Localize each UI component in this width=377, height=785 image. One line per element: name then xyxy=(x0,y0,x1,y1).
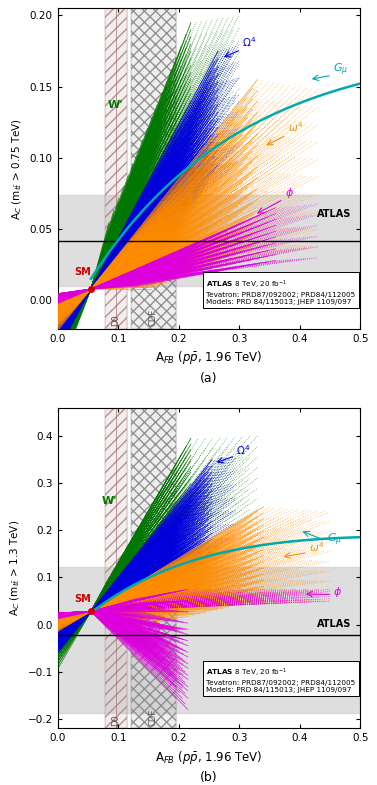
Text: W': W' xyxy=(107,100,123,110)
Bar xyxy=(105,9,127,329)
Text: $\phi$: $\phi$ xyxy=(285,186,294,200)
Text: $G_\mu$: $G_\mu$ xyxy=(333,62,348,78)
Bar xyxy=(131,407,176,728)
Text: $G_\mu$: $G_\mu$ xyxy=(327,531,342,548)
Text: D0: D0 xyxy=(110,714,120,726)
Text: D0: D0 xyxy=(110,314,120,326)
Text: SM: SM xyxy=(74,594,91,604)
X-axis label: A$_{FB}$ ($p\bar{p}$, 1.96 TeV): A$_{FB}$ ($p\bar{p}$, 1.96 TeV) xyxy=(155,349,263,367)
Bar xyxy=(131,9,176,329)
Text: (a): (a) xyxy=(200,372,218,385)
Bar xyxy=(105,407,127,728)
Text: $\Omega^4$: $\Omega^4$ xyxy=(236,443,250,457)
Y-axis label: A$_C$ (m$_{t\bar{t}}$ > 0.75 TeV): A$_C$ (m$_{t\bar{t}}$ > 0.75 TeV) xyxy=(11,118,24,220)
Text: $\Omega^4$: $\Omega^4$ xyxy=(242,35,256,49)
Bar xyxy=(105,9,127,329)
Bar xyxy=(105,407,127,728)
Bar xyxy=(58,567,360,713)
Text: SM: SM xyxy=(74,267,91,277)
Text: ATLAS: ATLAS xyxy=(317,619,351,630)
Text: $\omega^4$: $\omega^4$ xyxy=(309,540,324,553)
Text: W': W' xyxy=(101,496,117,506)
X-axis label: A$_{FB}$ ($p\bar{p}$, 1.96 TeV): A$_{FB}$ ($p\bar{p}$, 1.96 TeV) xyxy=(155,749,263,765)
Bar xyxy=(58,195,360,287)
Text: $\mathbf{ATLAS}$ 8 TeV, 20 fb$^{-1}$
Tevatron: PRD87/092002; PRD84/112005
Models: $\mathbf{ATLAS}$ 8 TeV, 20 fb$^{-1}$ Tev… xyxy=(206,279,355,305)
Y-axis label: A$_C$ (m$_{t\bar{t}}$ > 1.3 TeV): A$_C$ (m$_{t\bar{t}}$ > 1.3 TeV) xyxy=(8,520,22,616)
Text: ATLAS: ATLAS xyxy=(317,209,351,219)
Text: $\omega^4$: $\omega^4$ xyxy=(288,120,303,134)
Text: CDF: CDF xyxy=(148,709,157,726)
Text: $\mathbf{ATLAS}$ 8 TeV, 20 fb$^{-1}$
Tevatron: PRD87/092002; PRD84/112005
Models: $\mathbf{ATLAS}$ 8 TeV, 20 fb$^{-1}$ Tev… xyxy=(206,666,355,693)
Text: $\phi$: $\phi$ xyxy=(333,585,342,599)
Text: CDF: CDF xyxy=(148,309,157,326)
Text: (b): (b) xyxy=(200,771,218,784)
Bar xyxy=(131,407,176,728)
Bar xyxy=(131,9,176,329)
